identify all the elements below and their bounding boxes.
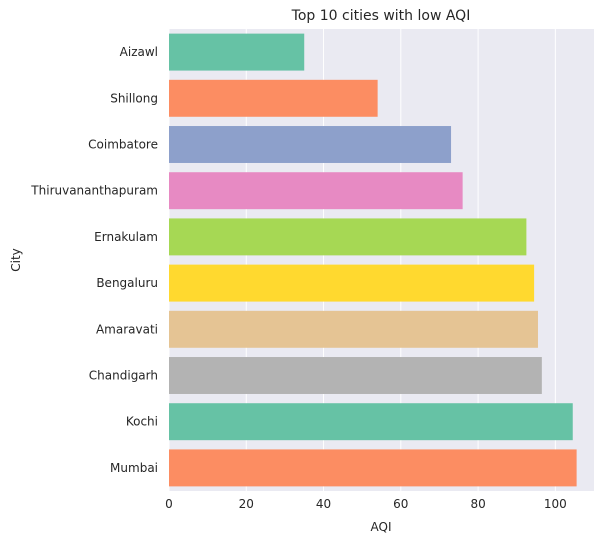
chart-title: Top 10 cities with low AQI — [291, 8, 471, 24]
bar-shillong — [169, 79, 378, 117]
y-tick-label: Aizawl — [120, 45, 158, 59]
y-tick-label: Thiruvananthapuram — [30, 184, 158, 198]
y-tick-labels: Aizawl Shillong Coimbatore Thiruvananthapur… — [30, 45, 158, 475]
x-tick-label: 0 — [165, 497, 173, 511]
x-tick-label: 80 — [470, 497, 485, 511]
bars — [169, 33, 577, 487]
bar-aizawl — [169, 33, 305, 71]
x-tick-label: 40 — [316, 497, 331, 511]
bar-mumbai — [169, 449, 577, 487]
x-axis-label: AQI — [371, 520, 392, 534]
bar-amaravati — [169, 310, 538, 348]
y-tick-label: Chandigarh — [89, 369, 158, 383]
x-tick-labels: 0 20 40 60 80 100 — [165, 497, 567, 511]
bar-bengaluru — [169, 264, 535, 302]
bar-coimbatore — [169, 126, 452, 163]
y-tick-label: Shillong — [110, 91, 158, 105]
bar-chandigarh — [169, 357, 542, 394]
y-tick-label: Kochi — [126, 415, 158, 429]
x-tick-label: 20 — [239, 497, 254, 511]
bar-thiruvananthapuram — [169, 172, 463, 210]
y-tick-label: Coimbatore — [88, 138, 158, 152]
y-tick-label: Mumbai — [110, 461, 158, 475]
y-tick-label: Bengaluru — [96, 276, 158, 290]
bar-kochi — [169, 403, 573, 441]
y-tick-label: Ernakulam — [94, 230, 158, 244]
x-tick-label: 60 — [393, 497, 408, 511]
y-axis-label: City — [9, 248, 23, 272]
y-tick-label: Amaravati — [96, 322, 158, 336]
x-tick-label: 100 — [544, 497, 567, 511]
bar-ernakulam — [169, 218, 527, 256]
